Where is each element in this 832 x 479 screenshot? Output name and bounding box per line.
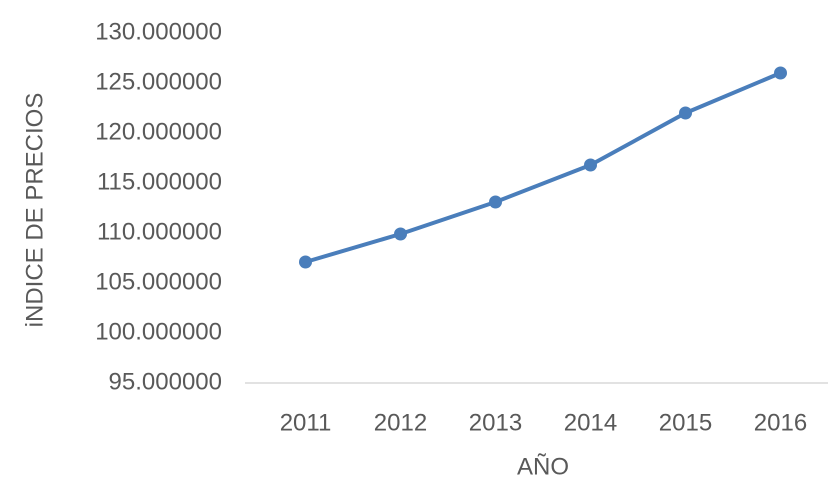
y-tick-label: 120.000000 xyxy=(95,118,222,145)
y-tick-label: 100.000000 xyxy=(95,318,222,345)
x-axis-title: AÑO xyxy=(517,453,569,479)
x-tick-label: 2014 xyxy=(564,409,617,436)
series-line xyxy=(304,71,782,264)
point xyxy=(679,106,692,120)
y-axis-title: iNDICE DE PRECIOS xyxy=(21,93,48,328)
point xyxy=(299,255,312,269)
x-tick-label: 2013 xyxy=(469,409,522,436)
x-tick-label: 2015 xyxy=(659,409,712,436)
point xyxy=(489,195,502,209)
x-tick-label: 2016 xyxy=(754,409,807,436)
point xyxy=(394,227,407,241)
y-tick-label: 115.000000 xyxy=(97,168,222,195)
y-tick-label: 130.000000 xyxy=(95,18,222,45)
y-tick-label: 125.000000 xyxy=(95,68,222,95)
y-tick-label: 105.000000 xyxy=(95,268,222,295)
point xyxy=(774,66,787,80)
y-tick-label: 95.000000 xyxy=(109,368,222,395)
x-tick-label: 2011 xyxy=(280,409,332,436)
x-tick-label: 2012 xyxy=(374,409,427,436)
point xyxy=(584,158,597,172)
y-tick-label: 110.000000 xyxy=(97,218,222,245)
